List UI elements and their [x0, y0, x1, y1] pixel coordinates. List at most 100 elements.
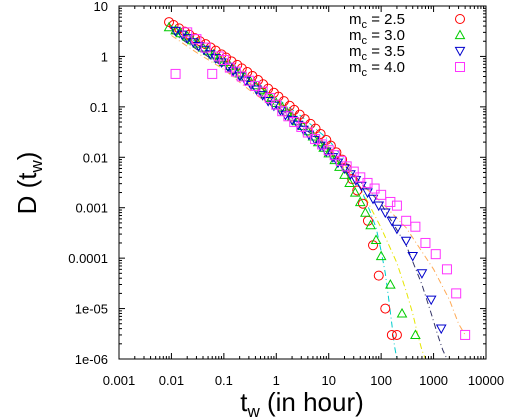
- legend-label-1: mc = 2.5: [349, 11, 405, 31]
- x-axis-title-sub: w: [246, 402, 260, 417]
- data-point: [416, 269, 428, 279]
- data-point: [213, 51, 224, 62]
- data-point: [323, 147, 335, 158]
- legend-marker-2: [454, 29, 466, 40]
- x-tick-label: 0.001: [103, 373, 136, 388]
- legend-label-2: mc = 3.0: [349, 27, 405, 47]
- data-point: [170, 24, 181, 35]
- legend-main: m: [349, 59, 362, 76]
- legend-main: m: [349, 43, 362, 60]
- data-point: [451, 288, 462, 299]
- x-tick-label: 0.1: [215, 373, 233, 388]
- data-point: [292, 120, 304, 131]
- data-point: [425, 295, 437, 306]
- data-point: [386, 216, 398, 227]
- data-point: [163, 21, 175, 32]
- data-point: [317, 139, 328, 150]
- data-point: [181, 30, 193, 41]
- y-tick-label: 10: [94, 0, 108, 14]
- fit-line-series-4: [171, 35, 466, 336]
- x-tick-label: 10000: [468, 373, 504, 388]
- y-tick-label: 1: [101, 49, 108, 64]
- data-point: [224, 62, 235, 73]
- data-point: [367, 194, 379, 205]
- data-point: [370, 234, 382, 245]
- data-point: [207, 68, 218, 79]
- fit-line-series-3: [171, 31, 448, 360]
- y-tick-label: 0.01: [83, 150, 108, 165]
- data-point: [218, 54, 229, 65]
- data-point: [315, 128, 326, 139]
- legend-marker-3: [454, 46, 466, 57]
- legend-sub: c: [362, 19, 368, 31]
- y-tick-label: 1e-05: [75, 302, 108, 317]
- data-point: [315, 141, 326, 152]
- data-point: [391, 329, 402, 340]
- data-point: [348, 166, 359, 177]
- data-point: [200, 42, 211, 53]
- data-point: [420, 237, 431, 248]
- data-point: [257, 86, 268, 97]
- data-point: [435, 324, 447, 335]
- axis-ticks: 0.001 0.01 0.1 1 10 100 1000 10000 10 1 0.1 0.01 0.0…: [68, 0, 504, 388]
- x-tick-label: 0.01: [159, 373, 184, 388]
- data-point: [362, 177, 373, 188]
- data-point: [191, 34, 202, 45]
- y-axis-title-sub: w: [27, 160, 46, 174]
- data-point: [379, 208, 391, 219]
- data-point: [296, 121, 307, 132]
- data-point: [355, 172, 366, 183]
- data-point: [335, 155, 346, 166]
- legend-rest: = 3.5: [367, 43, 405, 60]
- legend-rest: = 3.0: [367, 27, 405, 44]
- data-point: [310, 134, 321, 145]
- legend-marker-4: [455, 62, 465, 72]
- data-point: [283, 111, 294, 122]
- data-point: [310, 123, 321, 134]
- data-point: [400, 236, 412, 247]
- data-point: [401, 215, 412, 226]
- data-point: [386, 329, 397, 340]
- data-point: [441, 264, 452, 275]
- data-point: [332, 158, 344, 169]
- data-point: [369, 183, 380, 194]
- data-point: [380, 303, 391, 314]
- data-point: [329, 150, 340, 161]
- y-axis-title-main: D (t: [12, 172, 42, 215]
- data-point: [391, 224, 403, 235]
- data-point: [170, 68, 181, 79]
- data-point: [385, 196, 396, 207]
- y-tick-label: 0.001: [75, 201, 108, 216]
- x-axis-title-rest: (in hour): [260, 387, 364, 417]
- data-point: [341, 161, 352, 172]
- legend-main: m: [349, 11, 362, 28]
- x-axis-title: tw (in hour): [240, 387, 364, 417]
- data-point: [250, 80, 261, 91]
- data-point: [277, 106, 288, 117]
- data-point: [344, 177, 355, 188]
- data-point: [262, 97, 274, 107]
- series-4-points: [170, 27, 471, 340]
- data-point: [176, 30, 188, 41]
- data-point: [396, 307, 408, 318]
- data-point: [354, 196, 366, 207]
- data-point: [243, 75, 254, 86]
- legend-marker-1: [455, 14, 465, 24]
- data-point: [373, 270, 384, 281]
- data-point: [391, 200, 402, 211]
- data-point: [407, 251, 419, 262]
- data-point: [264, 92, 275, 103]
- data-point: [376, 189, 387, 200]
- plot-area: [118, 5, 487, 360]
- data-point: [365, 219, 376, 230]
- x-axis-title-main: t: [240, 387, 248, 417]
- data-point: [430, 249, 441, 260]
- legend-sub: c: [362, 35, 368, 47]
- data-point: [271, 99, 282, 110]
- y-tick-label: 1e-06: [75, 352, 108, 367]
- y-axis-title: D (tw): [12, 152, 46, 215]
- legend-sub: c: [362, 51, 368, 63]
- y-axis-title-rest: ): [12, 152, 42, 161]
- y-tick-label: 0.0001: [68, 251, 108, 266]
